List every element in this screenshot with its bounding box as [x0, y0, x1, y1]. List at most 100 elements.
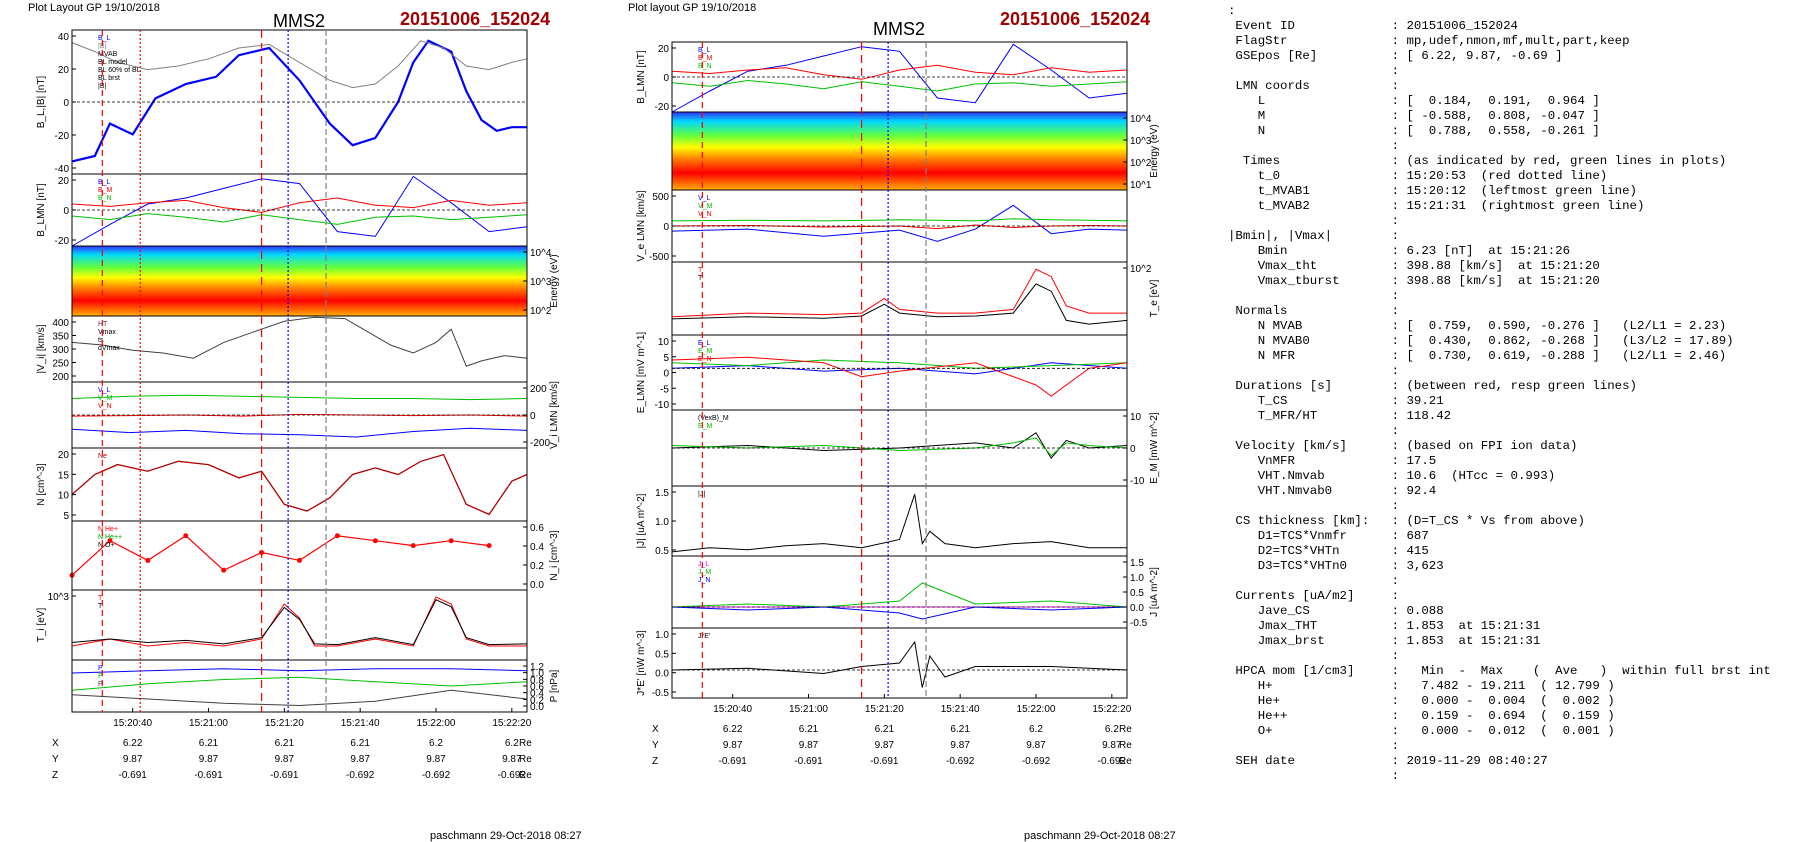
y-axis-label: Energy (eV): [1149, 124, 1160, 177]
series-line: [671, 218, 1128, 222]
y-axis-label: B_LMN [nT]: [36, 183, 47, 237]
legend-entry: Vmax: [98, 329, 116, 336]
info-line: :: [1228, 739, 1400, 753]
legend-entry: B_L: [698, 47, 711, 54]
position-value: 9.87: [950, 740, 970, 751]
y-tick-label: 0.5: [655, 546, 669, 557]
series-line: [671, 640, 1128, 688]
middle-chart: 20 0 -20 B_LMN [nT] B_LB_MB_N 10^4 10^3 10^2 10^…: [636, 41, 1160, 767]
legend-entry: B_N: [98, 195, 112, 202]
y-tick-label: -10: [655, 400, 670, 411]
x-tick-label: 15:21:40: [941, 704, 980, 715]
y-axis-label: V_i LMN [km/s]: [549, 381, 560, 449]
series-line: [71, 394, 528, 401]
data-point: [183, 533, 189, 539]
legend-entry: Ne: [98, 453, 107, 460]
y-tick-label: 10: [1130, 412, 1142, 423]
y-tick-label: 0.4: [530, 689, 544, 700]
info-line: Normals :: [1228, 304, 1400, 318]
y-tick-label: -20: [55, 236, 70, 247]
series-line: [71, 175, 528, 247]
info-line: :: [1228, 64, 1400, 78]
position-value: 9.87: [502, 754, 522, 765]
legend-entry: |B|: [98, 43, 106, 50]
info-line: SEH date : 2019-11-29 08:40:27: [1228, 754, 1548, 768]
position-unit: Re: [519, 754, 532, 765]
x-tick-label: 15:21:00: [189, 718, 228, 729]
y-tick-label: 0: [63, 206, 69, 217]
position-value: 6.21: [950, 724, 970, 735]
y-tick-label: 20: [58, 65, 70, 76]
y-tick-label: 0.4: [530, 542, 544, 553]
series-line: [71, 676, 528, 691]
position-value: 9.87: [199, 754, 219, 765]
x-tick-label: 15:22:00: [1017, 704, 1056, 715]
position-value: -0.691: [718, 756, 747, 767]
info-line: He+ : 0.000 - 0.004 ( 0.002 ): [1228, 694, 1615, 708]
y-tick-label: 1.5: [1130, 558, 1144, 569]
legend-entry: B_N: [698, 63, 712, 70]
y-tick-label: 20: [58, 450, 70, 461]
legend-entry: HT: [98, 321, 108, 328]
y-axis-label: |V_i| [km/s]: [36, 324, 47, 373]
info-line: D2=TCS*VHTn : 415: [1228, 544, 1429, 558]
y-tick-label: 10^4: [530, 248, 552, 259]
x-tick-label: 15:21:00: [789, 704, 828, 715]
y-tick-label: 20: [58, 176, 70, 187]
y-axis-label: Energy (eV): [549, 254, 560, 307]
position-label: Z: [52, 770, 58, 781]
x-tick-label: 15:22:20: [1092, 704, 1131, 715]
info-line: Event ID : 20151006_152024: [1228, 19, 1518, 33]
y-tick-label: 200: [530, 384, 547, 395]
y-tick-label: 5: [63, 511, 69, 522]
y-tick-label: 0.0: [655, 669, 669, 680]
left-event-id: 20151006_152024: [400, 9, 551, 29]
position-value: 6.21: [799, 724, 819, 735]
y-tick-label: 10^2: [530, 306, 552, 317]
position-label: X: [52, 738, 59, 749]
series-line: [671, 64, 1128, 80]
panel-frame: [671, 555, 1128, 629]
x-tick-label: 15:22:00: [417, 718, 456, 729]
position-value: 6.22: [123, 738, 143, 749]
y-tick-label: 0.2: [530, 695, 544, 706]
series-line: [671, 204, 1128, 242]
series-line: [671, 283, 1128, 325]
position-value: 9.87: [1026, 740, 1046, 751]
y-tick-label: 350: [52, 332, 69, 343]
position-value: 6.21: [275, 738, 295, 749]
legend-entry: P: [98, 681, 103, 688]
y-tick-label: 1.0: [1130, 573, 1144, 584]
series-line: [71, 668, 528, 674]
x-tick-label: 15:20:40: [713, 704, 752, 715]
info-line: :: [1228, 574, 1400, 588]
legend-entry: J_L: [698, 561, 709, 568]
legend-entry: J_N: [698, 577, 710, 584]
y-tick-label: 40: [58, 32, 70, 43]
y-tick-label: 0: [530, 411, 536, 422]
info-line: :: [1228, 4, 1236, 18]
info-line: M : [ -0.588, 0.808, -0.047 ]: [1228, 109, 1600, 123]
position-value: 6.21: [875, 724, 895, 735]
info-line: |Bmin|, |Vmax| :: [1228, 229, 1400, 243]
position-value: -0.691: [118, 770, 147, 781]
y-axis-label: E_LMN [mV m^-1]: [636, 332, 647, 414]
legend-entry: MVAB: [98, 51, 118, 58]
series-line: [671, 432, 1128, 459]
position-value: 6.2: [1105, 724, 1119, 735]
left-spacecraft-label: MMS2: [273, 11, 326, 31]
data-point: [145, 557, 151, 563]
series-line: [71, 599, 528, 646]
legend-entry: V_N: [98, 403, 112, 410]
series-line: [71, 453, 528, 516]
position-value: 9.87: [723, 740, 743, 751]
panel-frame: [671, 334, 1128, 411]
legend-entry: V_M: [98, 395, 113, 402]
y-tick-label: 0.2: [530, 561, 544, 572]
x-tick-label: 15:21:20: [865, 704, 904, 715]
panel-frame: [671, 261, 1128, 336]
legend-entry: T: [98, 603, 103, 610]
series-line: [71, 596, 527, 647]
x-tick-label: 15:21:20: [265, 718, 304, 729]
info-line: :: [1228, 424, 1400, 438]
